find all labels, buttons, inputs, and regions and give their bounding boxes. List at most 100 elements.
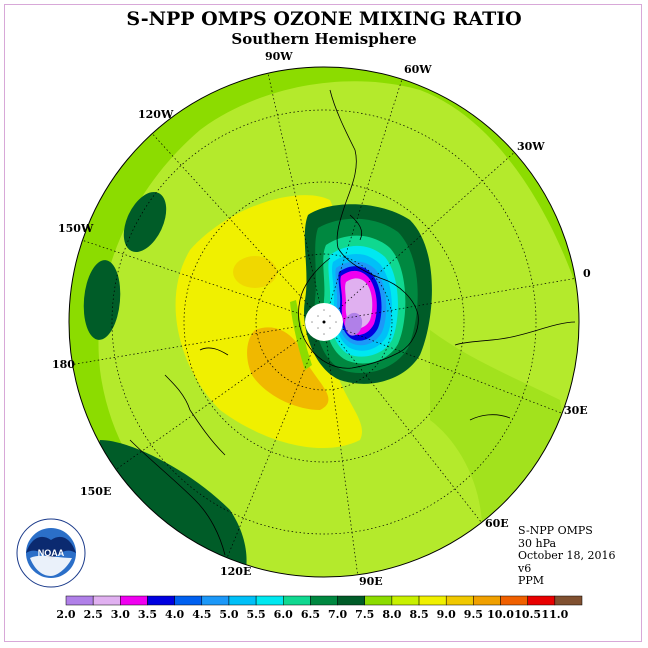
colorbar-label: 9.5 — [463, 608, 483, 621]
meridian-lines — [72, 73, 576, 575]
colorbar-swatch-14 — [445, 595, 474, 606]
colorbar-label: 7.5 — [355, 608, 375, 621]
colorbar-swatch-10 — [337, 595, 365, 606]
patch-170w — [83, 260, 121, 340]
colorbar-swatch-5 — [201, 595, 230, 606]
meridian-30w — [323, 152, 515, 323]
info-level: 30 hPa — [518, 536, 557, 550]
colorbar-swatch-7 — [255, 595, 284, 606]
lon-label-150w: 150W — [58, 222, 94, 235]
info-instrument: S-NPP OMPS — [518, 524, 593, 537]
info-units: PPM — [518, 574, 545, 587]
vortex-band-2-0 — [345, 312, 363, 336]
patch-8-5-west — [233, 256, 277, 288]
coast-africa — [454, 321, 576, 346]
strip-7-5 — [290, 300, 312, 370]
colorbar-label: 4.5 — [192, 608, 212, 621]
colorbar-label: 5.5 — [246, 608, 266, 621]
south-pole-marker — [322, 320, 326, 324]
latitude-circles — [111, 109, 537, 535]
lat-circle-2 — [183, 181, 465, 463]
meridian-120e — [226, 321, 325, 558]
meridian-90e — [323, 321, 358, 575]
colorbar-swatch-1 — [92, 595, 121, 606]
meridian-30e — [323, 321, 563, 414]
coast-ross — [199, 347, 229, 356]
lon-label-120e: 120E — [220, 565, 251, 578]
meridian-150w — [82, 239, 325, 323]
meridian-60w — [323, 79, 403, 323]
colorbar-swatch-0 — [65, 595, 94, 606]
colorbar-swatch-6 — [228, 595, 257, 606]
longitude-labels: 90W 60W 30W 0 30E 60E 90E 120E 150E 180 150W 120W — [52, 50, 591, 588]
lat-circle-1 — [255, 253, 393, 391]
meridian-90w — [267, 73, 325, 323]
lon-label-60w: 60W — [404, 63, 432, 76]
info-panel: S-NPP OMPS 30 hPa October 18, 2016 v6 PP… — [518, 524, 616, 588]
lon-label-150e: 150E — [80, 485, 111, 498]
coast-antarctica-west — [298, 257, 331, 349]
colorbar-swatch-13 — [418, 595, 447, 606]
colorbar-swatch-15 — [473, 595, 501, 606]
colorbar-label: 3.5 — [137, 608, 158, 621]
lat-circle-3 — [111, 109, 537, 535]
colorbar-label: 4.0 — [165, 608, 185, 621]
noaa-logo: NOAA — [16, 518, 86, 588]
lon-label-90w: 90W — [265, 50, 293, 63]
lon-label-0: 0 — [583, 267, 591, 280]
coast-kerguelen — [469, 414, 511, 421]
colorbar-swatch-2 — [120, 595, 148, 606]
patch-9-0 — [247, 327, 329, 410]
coast-new-zealand — [164, 374, 226, 456]
colorbar-swatch-11 — [364, 595, 393, 606]
colorbar-label: 9.0 — [436, 608, 456, 621]
colorbar-label: 11.0 — [541, 608, 569, 621]
colorbar-label: 8.0 — [382, 608, 402, 621]
colorbar-label: 8.5 — [409, 608, 429, 621]
colorbar — [65, 595, 583, 606]
colorbar-label: 10.5 — [514, 608, 542, 621]
pole-dots — [311, 309, 337, 335]
colorbar-label: 2.0 — [56, 608, 76, 621]
colorbar-swatch-16 — [500, 595, 528, 606]
page-title: S-NPP OMPS OZONE MIXING RATIO — [126, 8, 522, 30]
lon-label-180: 180 — [52, 358, 75, 371]
lon-label-120w: 120W — [138, 108, 174, 121]
coastlines — [129, 89, 576, 556]
lon-label-30w: 30W — [517, 140, 545, 153]
meridian-180 — [72, 321, 325, 365]
colorbar-label: 10.0 — [487, 608, 514, 621]
colorbar-swatch-18 — [554, 595, 583, 606]
coast-antarctica-east — [309, 247, 419, 369]
figure-frame — [4, 4, 642, 642]
coast-south-america — [329, 89, 357, 249]
coast-antarctic-peninsula — [349, 214, 363, 241]
colorbar-swatch-4 — [174, 595, 203, 606]
colorbar-label: 7.0 — [328, 608, 348, 621]
colorbar-swatch-3 — [147, 595, 175, 606]
colorbar-label: 3.0 — [110, 608, 130, 621]
map-border — [68, 66, 580, 578]
page-subtitle: Southern Hemisphere — [231, 30, 417, 48]
colorbar-swatch-12 — [391, 595, 420, 606]
meridian-60e — [323, 321, 482, 523]
coast-australia — [129, 439, 226, 556]
logo-text: NOAA — [38, 548, 65, 558]
colorbar-label: 2.5 — [83, 608, 103, 621]
colorbar-label: 5.0 — [219, 608, 239, 621]
patch-150w — [123, 192, 167, 252]
colorbar-swatch-8 — [283, 595, 311, 606]
info-version: v6 — [518, 561, 532, 575]
meridian-120w — [151, 133, 325, 323]
colorbar-label: 6.5 — [300, 608, 320, 621]
colorbar-label: 6.0 — [273, 608, 293, 621]
meridian-0 — [323, 278, 576, 323]
lon-label-90e: 90E — [359, 575, 383, 588]
info-date: October 18, 2016 — [518, 549, 616, 562]
meridian-150e — [115, 321, 325, 470]
lon-label-60e: 60E — [485, 517, 509, 530]
lon-label-30e: 30E — [564, 404, 588, 417]
colorbar-swatch-17 — [527, 595, 556, 606]
colorbar-swatch-9 — [310, 595, 338, 606]
